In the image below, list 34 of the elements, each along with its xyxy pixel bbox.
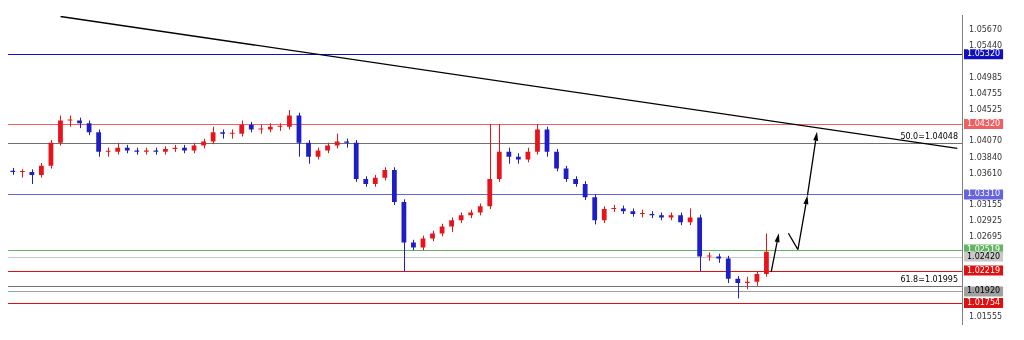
candlestick [96, 129, 102, 158]
ref-line-label: 61.8=1.01995 [900, 275, 958, 285]
y-tick-label: 1.02925 [969, 216, 1003, 226]
ref-line-label: 1.02519 [967, 244, 1001, 254]
candlestick [582, 180, 588, 201]
ref-line-label: 1.01754 [967, 298, 1001, 308]
candlestick [554, 148, 559, 172]
y-tick-label: 1.04525 [969, 104, 1003, 114]
y-tick-label: 1.04755 [969, 88, 1003, 98]
candlestick [535, 123, 540, 156]
ref-line-label: 1.02219 [967, 265, 1001, 275]
candlestick [592, 193, 598, 225]
ref-line-label: 1.04320 [967, 119, 1001, 129]
candlestick [19, 168, 25, 179]
candlestick [58, 115, 63, 147]
ref-line-label: 1.05320 [967, 49, 1001, 59]
ref-line-label: 1.03310 [967, 189, 1001, 199]
y-tick-label: 1.03155 [969, 200, 1003, 210]
y-tick-label: 1.05670 [969, 24, 1003, 34]
y-tick-label: 1.04070 [969, 136, 1003, 146]
y-tick-label: 1.05440 [969, 40, 1003, 50]
y-tick-label: 1.03610 [969, 168, 1003, 178]
ref-line-label: 50.0=1.04048 [900, 132, 958, 142]
ref-line-label: 1.01920 [967, 286, 1001, 296]
candlestick [306, 139, 311, 165]
ref-line-label: 1.02420 [967, 251, 1001, 261]
candlestick [706, 251, 712, 262]
y-tick-label: 1.04985 [969, 72, 1003, 82]
candlestick [725, 255, 731, 284]
y-tick-label: 1.01555 [969, 311, 1003, 321]
y-tick-label: 1.02695 [969, 232, 1003, 242]
candlestick [735, 275, 741, 299]
y-tick-label: 1.03840 [969, 152, 1003, 162]
candlestick [287, 109, 292, 131]
